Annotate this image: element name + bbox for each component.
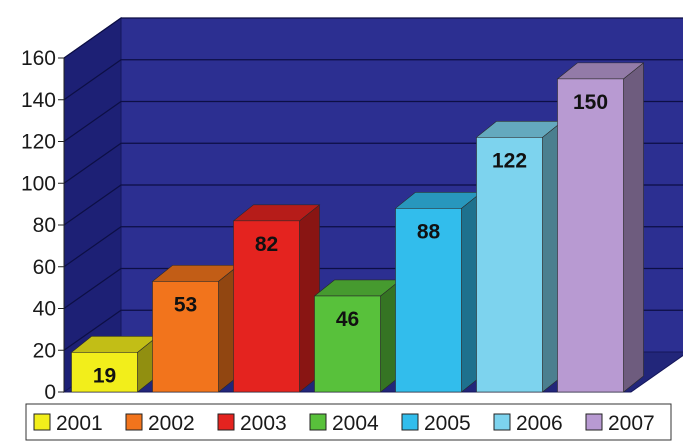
legend-label: 2005 xyxy=(424,412,471,435)
bar-side xyxy=(623,62,644,393)
y-tick-label: 160 xyxy=(21,47,56,70)
gridline xyxy=(63,17,683,59)
legend-swatch xyxy=(401,413,419,431)
bars-group xyxy=(70,62,645,393)
legend: 2001 2002 2003 2004 2005 2006 2007 xyxy=(25,403,672,441)
legend-swatch xyxy=(309,413,327,431)
data-label-2002: 53 xyxy=(174,293,197,316)
legend-swatch xyxy=(217,413,235,431)
y-tick-label: 120 xyxy=(21,131,56,154)
legend-item-2006: 2006 xyxy=(493,412,563,435)
gridline xyxy=(63,59,683,101)
data-label-2005: 88 xyxy=(417,220,441,243)
legend-item-2007: 2007 xyxy=(585,412,655,435)
bar-front xyxy=(557,78,624,393)
y-tick-label: 40 xyxy=(33,298,56,321)
bar-front xyxy=(152,281,219,393)
legend-label: 2006 xyxy=(516,412,563,435)
data-labels-group: 19 53 82 46 88 122 150 xyxy=(93,91,608,387)
bar-2007 xyxy=(556,62,645,393)
legend-swatch xyxy=(125,413,143,431)
data-label-2004: 46 xyxy=(336,308,359,331)
data-label-2007: 150 xyxy=(573,91,608,114)
bar-front xyxy=(395,208,462,393)
y-tick-label: 80 xyxy=(33,214,56,237)
legend-label: 2007 xyxy=(608,412,655,435)
y-axis-group: 0 20 40 60 80 100 120 140 160 xyxy=(21,47,65,404)
y-tick-label: 100 xyxy=(21,172,56,195)
bar-front xyxy=(314,295,381,393)
y-tick-label: 20 xyxy=(33,339,56,362)
legend-swatch xyxy=(493,413,511,431)
legend-label: 2004 xyxy=(332,412,379,435)
gridline xyxy=(63,100,683,142)
legend-swatch xyxy=(585,413,603,431)
legend-swatch xyxy=(33,413,51,431)
legend-label: 2003 xyxy=(240,412,287,435)
bar-2002 xyxy=(151,264,240,393)
legend-label: 2001 xyxy=(56,412,103,435)
y-tick-label: 140 xyxy=(21,89,56,112)
legend-item-2004: 2004 xyxy=(309,412,379,435)
bar-2004 xyxy=(313,279,402,393)
legend-item-2001: 2001 xyxy=(33,412,103,435)
y-tick-label: 0 xyxy=(44,381,56,404)
bar-front xyxy=(476,137,543,393)
legend-label: 2002 xyxy=(148,412,195,435)
data-label-2006: 122 xyxy=(492,149,527,172)
bar-front xyxy=(71,352,138,393)
legend-item-2003: 2003 xyxy=(217,412,287,435)
data-label-2003: 82 xyxy=(255,233,278,256)
legend-item-2002: 2002 xyxy=(125,412,195,435)
y-tick-label: 60 xyxy=(33,256,56,279)
data-label-2001: 19 xyxy=(93,364,116,387)
legend-item-2005: 2005 xyxy=(401,412,471,435)
bar-front xyxy=(233,220,300,393)
